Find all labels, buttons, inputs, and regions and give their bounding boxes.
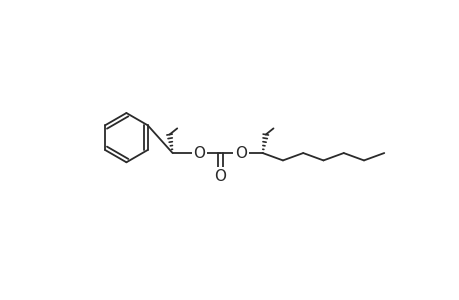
Text: O: O <box>235 146 246 160</box>
Text: O: O <box>214 169 226 184</box>
Text: O: O <box>193 146 205 160</box>
